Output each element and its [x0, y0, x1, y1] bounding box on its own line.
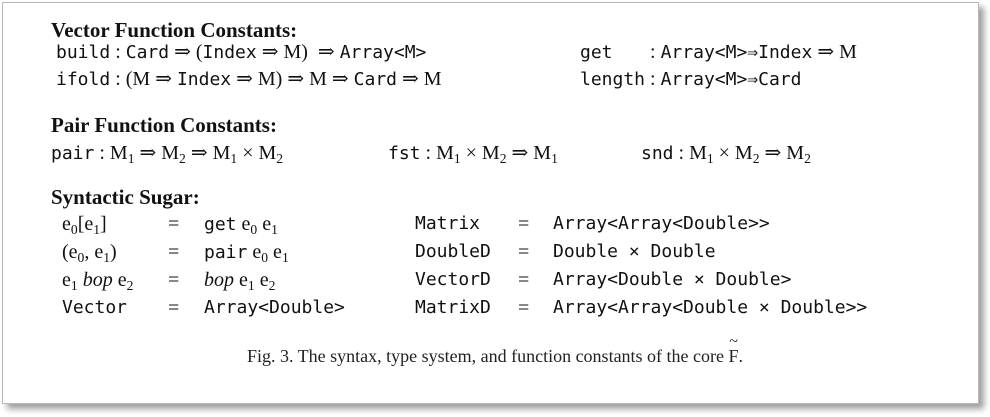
figure-frame — [2, 2, 979, 404]
build-keyword: build — [56, 42, 111, 63]
get-signature: get : Array<M>⇒Index ⇒ M — [580, 41, 857, 63]
fst-signature: fst : M1 × M2 ⇒ M1 — [388, 142, 558, 166]
sugar-eq: = — [168, 241, 180, 263]
sugar-rhs2-matrix: Array<Array<Double>> — [553, 213, 770, 234]
sugar-eq: = — [168, 213, 180, 235]
sugar-lhs2-vectord: VectorD — [415, 269, 491, 290]
sugar-rhs2-doubled: Double × Double — [553, 241, 716, 262]
sugar-eq: = — [518, 269, 530, 291]
pair-constants-heading: Pair Function Constants: — [51, 113, 277, 137]
sugar-lhs2-matrix: Matrix — [415, 213, 481, 234]
sugar-eq: = — [518, 213, 530, 235]
sugar-rhs-vector: Array<Double> — [204, 297, 345, 318]
core-language-letter: F — [729, 333, 739, 367]
snd-signature: snd : M1 × M2 ⇒ M2 — [641, 142, 811, 166]
sugar-lhs2-doubled: DoubleD — [415, 241, 491, 262]
caption-suffix: . — [738, 346, 744, 366]
sugar-lhs-vector: Vector — [62, 297, 128, 318]
vector-constants-heading: Vector Function Constants: — [51, 18, 298, 42]
ifold-keyword: ifold — [56, 69, 111, 90]
sugar-eq: = — [168, 269, 180, 291]
build-signature: build : Card ⇒ (Index ⇒ M) ⇒ Array<M> — [56, 41, 427, 63]
sugar-lhs-index: e0[e1] — [62, 213, 107, 237]
caption-prefix: Fig. 3. The syntax, type system, and fun… — [246, 346, 729, 366]
sugar-rhs-pair: pair e0 e1 — [204, 241, 289, 265]
sugar-rhs2-vectord: Array<Double × Double> — [553, 269, 792, 290]
sugar-rhs-bop: bop e1 e2 — [204, 269, 276, 293]
sugar-lhs-pair: (e0, e1) — [62, 241, 117, 265]
figure-caption: Fig. 3. The syntax, type system, and fun… — [0, 333, 990, 367]
sugar-lhs2-matrixd: MatrixD — [415, 297, 491, 318]
length-signature: length : Array<M>⇒Card — [580, 68, 802, 90]
length-keyword: length — [580, 69, 646, 90]
sugar-eq: = — [168, 297, 180, 319]
syntactic-sugar-heading: Syntactic Sugar: — [51, 185, 200, 209]
sugar-rhs2-matrixd: Array<Array<Double × Double>> — [553, 297, 868, 318]
pair-signature: pair : M1 ⇒ M2 ⇒ M1 × M2 — [51, 142, 284, 166]
sugar-lhs-bop: e1 bop e2 — [62, 269, 134, 293]
ifold-signature: ifold : (M ⇒ Index ⇒ M) ⇒ M ⇒ Card ⇒ M — [56, 68, 442, 90]
sugar-eq: = — [518, 297, 530, 319]
sugar-rhs-get: get e0 e1 — [204, 213, 278, 237]
sugar-eq: = — [518, 241, 530, 263]
get-keyword: get — [580, 42, 646, 63]
